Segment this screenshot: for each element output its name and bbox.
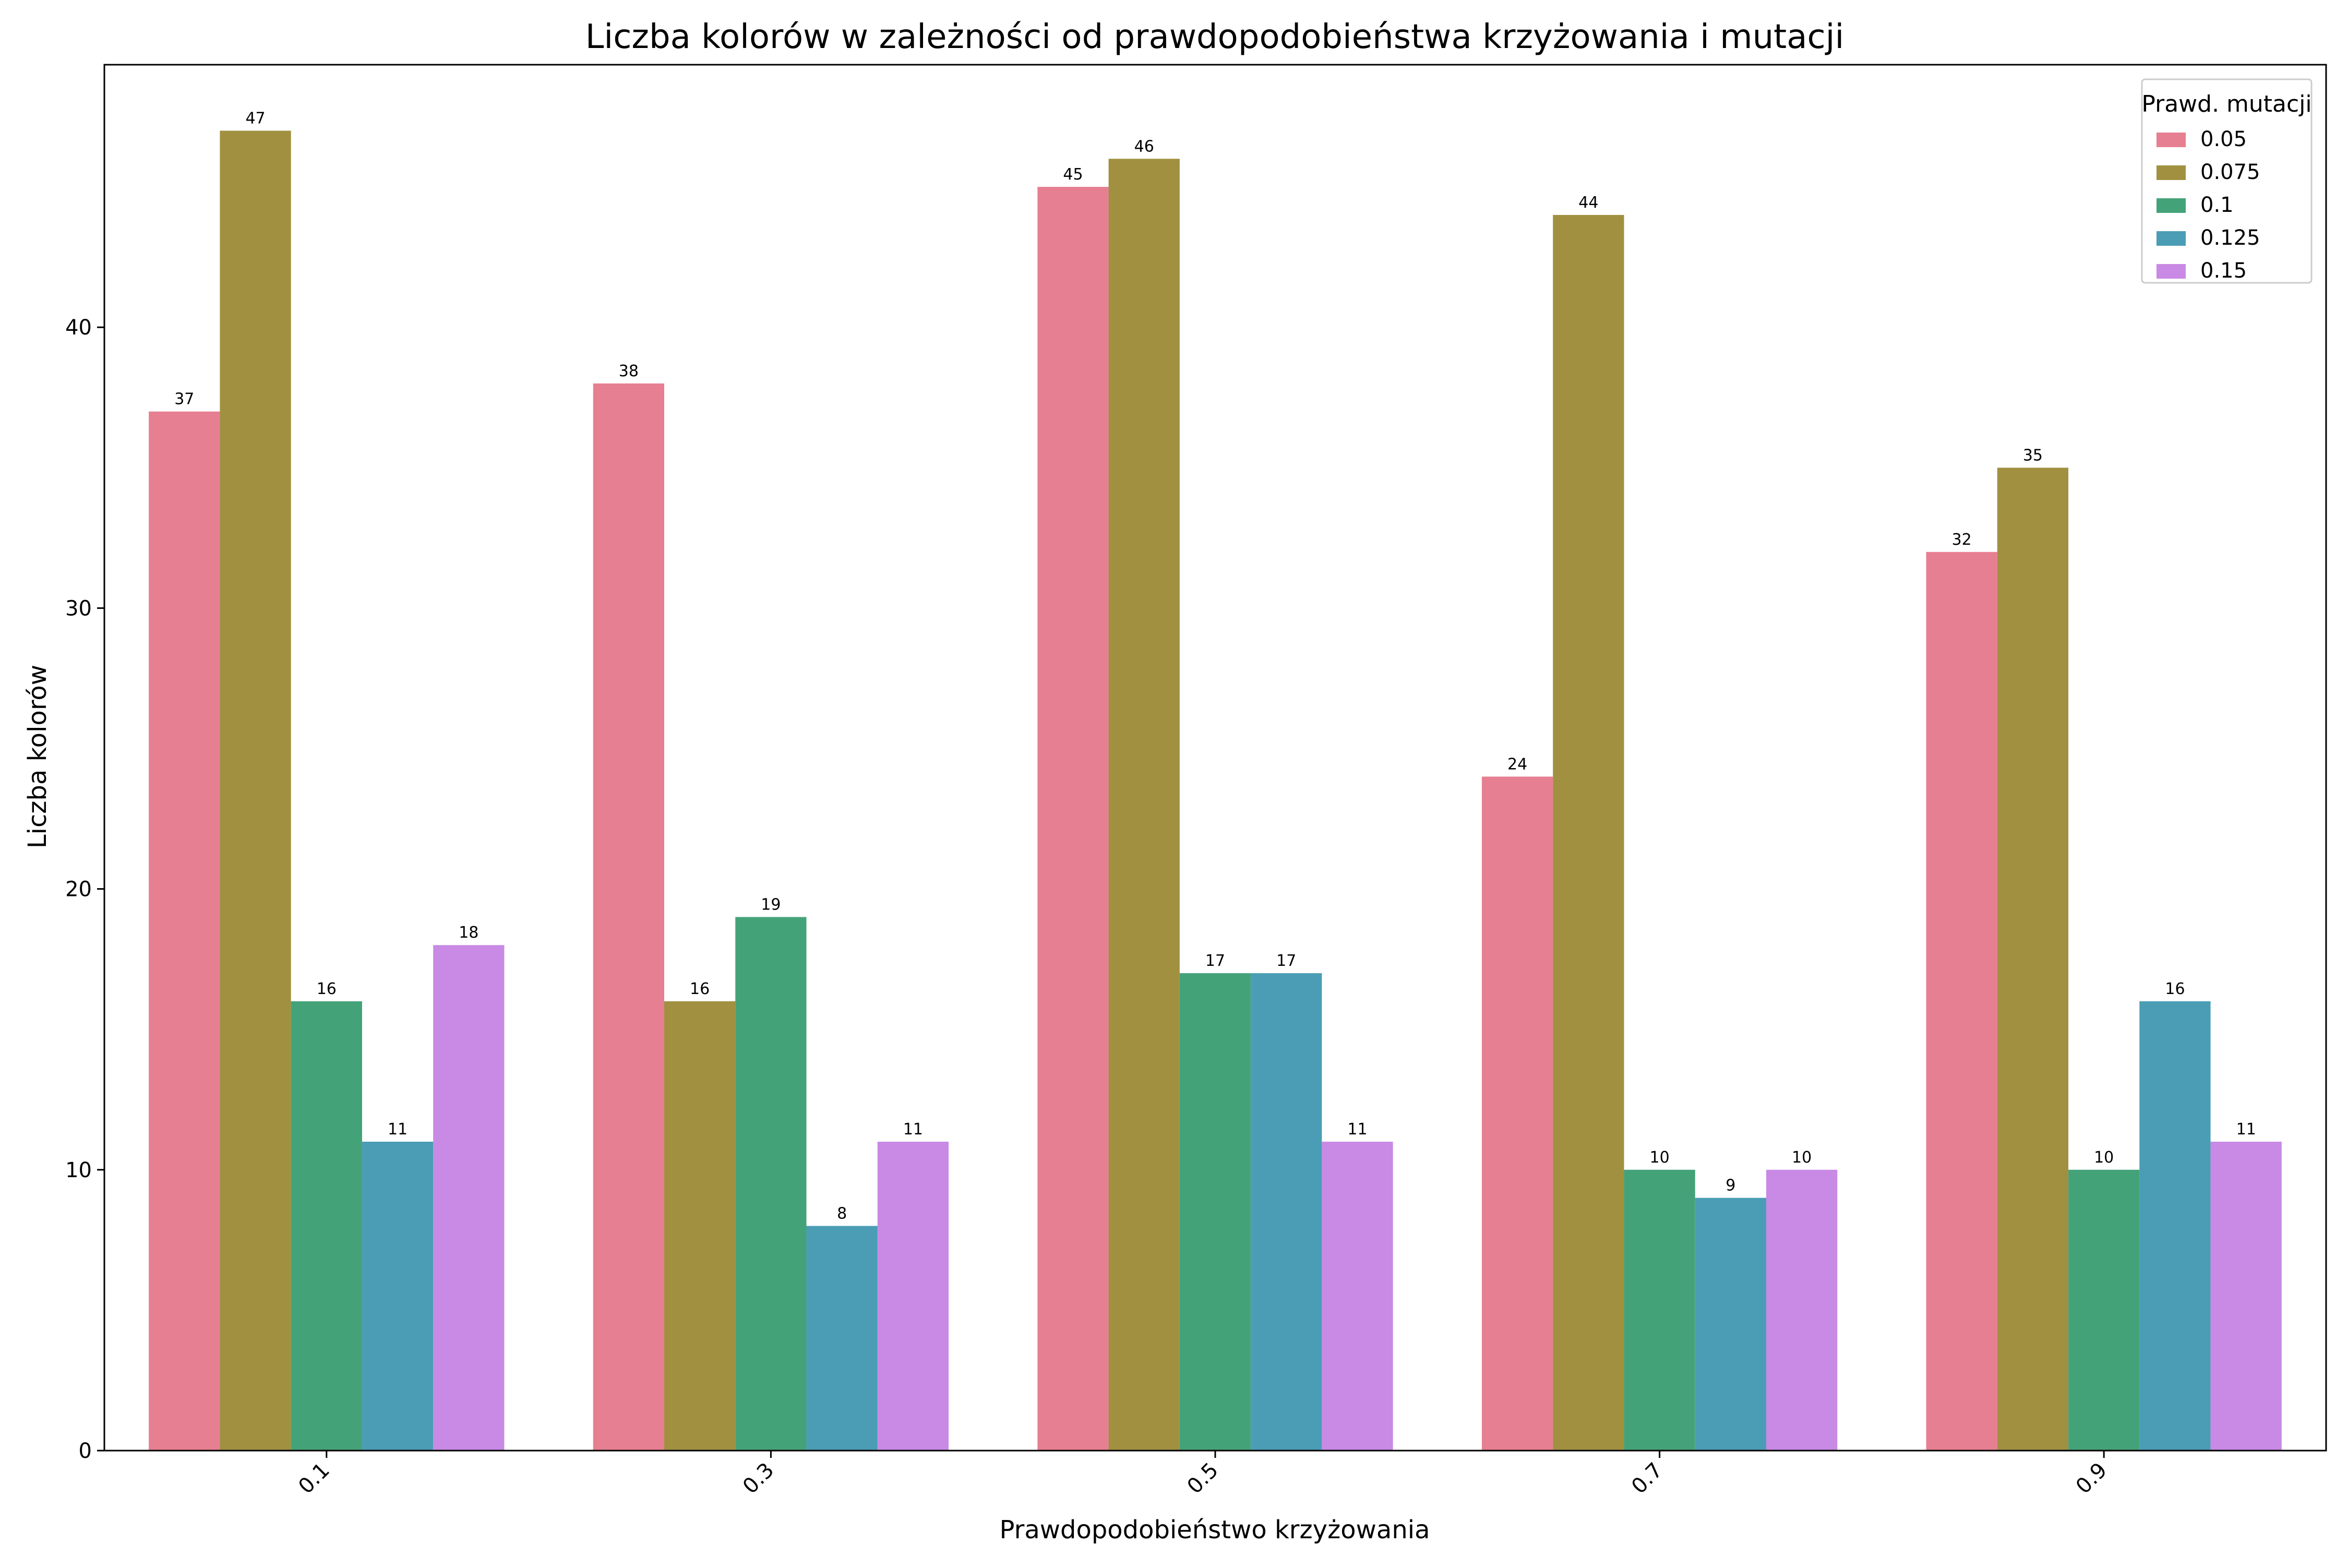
bar xyxy=(1695,1198,1766,1451)
bar-value-label: 10 xyxy=(2094,1148,2114,1167)
bar-value-label: 8 xyxy=(837,1204,847,1223)
bar xyxy=(2139,1001,2211,1451)
bar xyxy=(1997,468,2069,1451)
bar xyxy=(2068,1169,2140,1451)
bar xyxy=(1108,159,1180,1451)
legend-swatch xyxy=(2157,165,2186,180)
bar xyxy=(1037,187,1109,1451)
bar xyxy=(806,1226,878,1451)
bar-value-label: 19 xyxy=(761,895,781,914)
bar xyxy=(1179,973,1251,1451)
x-tick-label: 0.7 xyxy=(1627,1458,1668,1499)
bar-value-label: 10 xyxy=(1650,1148,1670,1167)
legend-label: 0.05 xyxy=(2200,127,2247,151)
bar xyxy=(735,917,807,1451)
legend-swatch xyxy=(2157,231,2186,246)
bar-value-label: 17 xyxy=(1276,952,1296,970)
bar xyxy=(1624,1169,1695,1451)
bar-value-label: 35 xyxy=(2023,446,2043,464)
bar-value-label: 44 xyxy=(1578,194,1598,212)
legend-swatch xyxy=(2157,133,2186,147)
bar xyxy=(220,130,291,1451)
x-tick-label: 0.1 xyxy=(294,1458,334,1499)
bar xyxy=(1322,1141,1393,1451)
bar-value-label: 32 xyxy=(1952,531,1972,549)
plot-area: 37 38 45 24 32 47 16 46 44 35 16 19 17 10 10 11 8 17 9 16 18… xyxy=(65,64,2327,1499)
legend-label: 0.075 xyxy=(2200,160,2260,184)
chart-title: Liczba kolorów w zależności od prawdopod… xyxy=(585,18,1844,56)
bar-value-label: 11 xyxy=(1347,1120,1367,1139)
x-axis-label: Prawdopodobieństwo krzyżowania xyxy=(999,1515,1430,1545)
bar-value-label: 45 xyxy=(1063,165,1083,184)
bar xyxy=(433,945,505,1451)
bar-value-label: 24 xyxy=(1507,755,1527,773)
bar-value-label: 16 xyxy=(317,980,337,998)
bar xyxy=(1553,214,1624,1451)
bar-value-label: 16 xyxy=(2165,980,2185,998)
legend-swatch xyxy=(2157,264,2186,279)
bar xyxy=(149,411,220,1451)
x-tick-label: 0.9 xyxy=(2071,1458,2112,1499)
legend: Prawd. mutacji 0.05 0.075 0.1 0.125 0.15 xyxy=(2141,78,2313,284)
bar xyxy=(1926,552,1997,1451)
bar-value-label: 11 xyxy=(388,1120,408,1139)
legend-label: 0.1 xyxy=(2200,193,2234,217)
legend-title: Prawd. mutacji xyxy=(2141,91,2311,117)
bar xyxy=(2210,1141,2282,1451)
bar xyxy=(291,1001,362,1451)
bar-value-label: 11 xyxy=(2236,1120,2256,1139)
bar-value-label: 18 xyxy=(459,924,478,942)
bar xyxy=(1251,973,1322,1451)
y-tick-label: 10 xyxy=(65,1158,92,1182)
bar-value-label: 47 xyxy=(245,109,265,127)
bar-value-label: 11 xyxy=(903,1120,923,1139)
bar-value-label: 37 xyxy=(174,390,194,409)
y-tick-label: 20 xyxy=(65,878,92,902)
bar xyxy=(1481,776,1553,1451)
legend-label: 0.15 xyxy=(2200,259,2247,283)
y-axis-label: Liczba kolorów xyxy=(23,665,52,848)
x-tick-label: 0.5 xyxy=(1183,1458,1224,1499)
bar-value-label: 38 xyxy=(619,362,639,380)
bar-value-label: 17 xyxy=(1205,952,1225,970)
bar-value-label: 10 xyxy=(1792,1148,1812,1167)
bar xyxy=(1766,1169,1838,1451)
bar xyxy=(877,1141,949,1451)
x-tick-label: 0.3 xyxy=(738,1458,779,1499)
y-tick-label: 30 xyxy=(65,596,92,620)
y-tick-label: 40 xyxy=(65,316,92,340)
bar-value-label: 9 xyxy=(1726,1177,1735,1195)
legend-label: 0.125 xyxy=(2200,226,2260,250)
bar-value-label: 16 xyxy=(690,980,710,998)
legend-swatch xyxy=(2157,198,2186,213)
bar-value-label: 46 xyxy=(1134,137,1154,155)
bar xyxy=(593,383,665,1451)
bar xyxy=(664,1001,736,1451)
bar xyxy=(362,1141,434,1451)
y-tick-label: 0 xyxy=(79,1439,92,1463)
